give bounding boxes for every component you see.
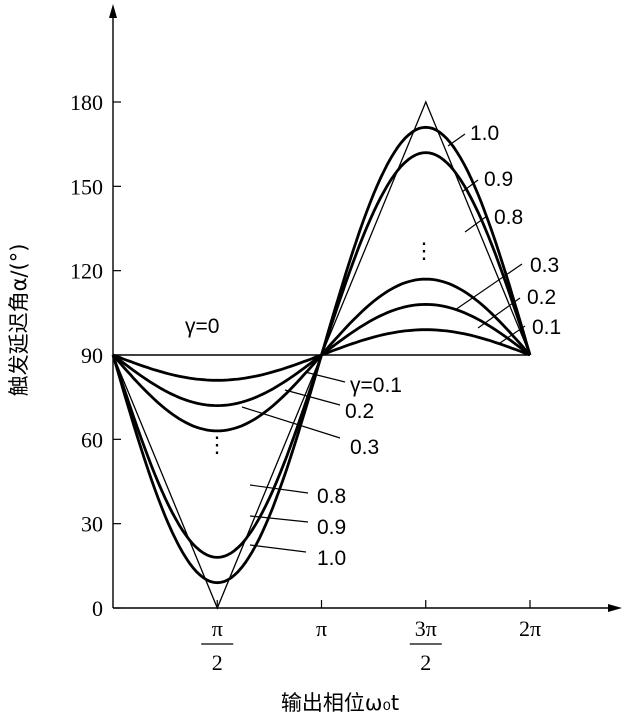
y-tick-label: 60: [81, 427, 103, 452]
leader-line-neg-0.2: [284, 389, 341, 406]
y-axis-title: 触发延迟角α/(°): [7, 244, 31, 397]
y-tick-label: 150: [70, 174, 103, 199]
leader-line-pos-1.0: [447, 133, 466, 147]
leader-line-neg-0.9: [249, 515, 309, 523]
y-tick-label: 0: [92, 596, 103, 621]
y-axis-arrow: [109, 4, 117, 18]
labels: γ=0 γ=0.1 0.1 0.2 0.2 0.3 0.3 0.8 0.8 0.9 0.9 1.0 1.…: [185, 122, 561, 570]
leader-line-neg-1.0: [249, 544, 307, 553]
x-tick-label: 2π: [519, 616, 541, 641]
leader-line-pos-0.9: [461, 179, 479, 193]
series-label-neg-0.2: 0.2: [345, 400, 374, 423]
series-label-pos-0.9: 0.9: [484, 168, 513, 191]
x-tick-label: π: [316, 616, 327, 641]
ellipsis-mark-lower: ⋮: [206, 432, 228, 457]
curves: [111, 100, 532, 610]
x-axis-title: 输出相位ω₀t: [281, 691, 399, 715]
x-tick-denominator: 2: [212, 650, 223, 675]
series-label-neg-0.9: 0.9: [317, 516, 346, 539]
ellipsis-mark-upper: ⋮: [413, 238, 435, 263]
leader-line-pos-0.2: [477, 297, 521, 329]
leader-line-neg-0.8: [249, 484, 309, 494]
series-line-1.0: [112, 100, 531, 610]
y-tick-label: 180: [70, 90, 103, 115]
series-label-neg-0.3: 0.3: [350, 436, 379, 459]
x-tick-numerator: 3π: [415, 616, 437, 641]
leader-line-pos-0.3: [454, 263, 523, 311]
series-label-neg-0.8: 0.8: [317, 485, 346, 508]
series-label-0: γ=0: [185, 315, 219, 338]
y-tick-label: 30: [81, 512, 103, 537]
leader-line-pos-0.1: [499, 325, 526, 344]
leader-line-neg-0.3: [241, 406, 341, 439]
x-tick-numerator: π: [212, 616, 223, 641]
series-label-neg-1.0: 1.0: [317, 547, 346, 570]
series-label-pos-0.8: 0.8: [494, 206, 523, 229]
x-tick-denominator: 2: [420, 650, 431, 675]
series-label-pos-0.2: 0.2: [527, 286, 556, 309]
leader-line-pos-0.8: [464, 215, 488, 233]
series-label-neg-0.1: γ=0.1: [350, 374, 402, 397]
x-axis-arrow: [608, 604, 622, 612]
series-label-pos-1.0: 1.0: [470, 122, 499, 145]
y-tick-label: 90: [81, 343, 103, 368]
y-tick-label: 120: [70, 259, 103, 284]
series-label-pos-0.3: 0.3: [530, 254, 559, 277]
leader-line-neg-0.1: [304, 371, 346, 383]
series-label-pos-0.1: 0.1: [532, 316, 561, 339]
